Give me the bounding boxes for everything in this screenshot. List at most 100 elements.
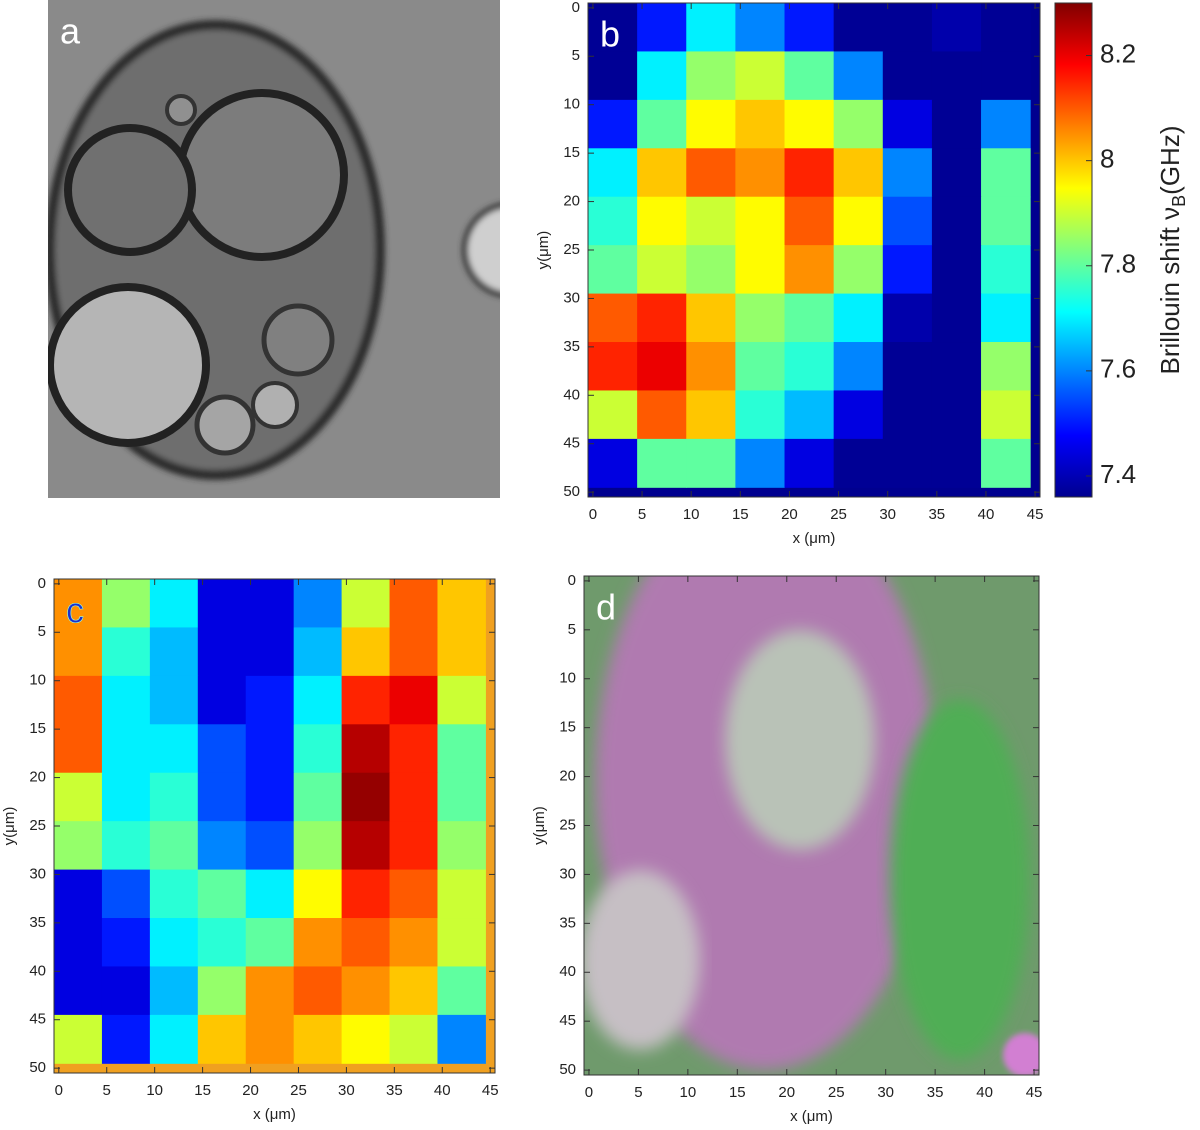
heatmap-cell [833, 148, 884, 198]
x-tick-label: 0 [55, 1082, 63, 1099]
heatmap-cell [588, 148, 638, 198]
heatmap-cell [588, 196, 638, 246]
heatmap-cell [588, 51, 638, 101]
heatmap-cell [197, 1014, 247, 1064]
heatmap-cell [54, 869, 103, 919]
y-tick-label: 35 [563, 338, 580, 355]
heatmap-cell [197, 869, 247, 919]
heatmap-cell [833, 99, 884, 149]
colorbar-tick-label: 8 [1100, 144, 1114, 174]
y-tick-label: 25 [563, 241, 580, 258]
colorbar [1054, 2, 1093, 498]
heatmap-cell [197, 966, 247, 1016]
heatmap-cell [931, 390, 982, 440]
colorbar-label-unit: (GHz) [1155, 126, 1185, 195]
heatmap-cell [588, 390, 638, 440]
y-tick-label: 10 [563, 96, 580, 113]
heatmap-cell [389, 675, 438, 725]
heatmap-cell [735, 196, 786, 246]
panel-label: c [66, 590, 84, 631]
heatmap-cell [245, 579, 295, 628]
heatmap-cell [931, 342, 982, 391]
heatmap-cell [197, 918, 247, 967]
heatmap-cell [833, 438, 884, 488]
x-tick-label: 35 [928, 506, 945, 523]
heatmap-cell [784, 3, 835, 52]
y-tick-label: 45 [563, 435, 580, 452]
heatmap-cell [101, 772, 151, 822]
heatmap-cell [54, 1014, 103, 1064]
heatmap-cell [389, 772, 438, 822]
heatmap-cell [389, 1014, 438, 1064]
heatmap-cell [588, 438, 638, 488]
x-tick-label: 30 [338, 1082, 355, 1099]
heatmap-cell [149, 1014, 199, 1064]
heatmap-cell [784, 342, 835, 391]
x-tick-label: 40 [978, 506, 995, 523]
y-tick-label: 30 [29, 865, 46, 882]
y-tick-label: 50 [29, 1059, 46, 1076]
heatmap-cell [54, 966, 103, 1016]
heatmap-cell [149, 724, 199, 774]
x-tick-label: 40 [434, 1082, 451, 1099]
y-tick-label: 50 [559, 1061, 576, 1078]
colorbar-label: Brillouin shift νB(GHz) [1155, 126, 1189, 375]
heatmap-cell [981, 99, 1031, 149]
heatmap-cell [245, 869, 295, 919]
heatmap-cell [437, 869, 486, 919]
y-tick-label: 50 [563, 483, 580, 500]
heatmap-cell [686, 51, 736, 101]
heatmap-cell [735, 148, 786, 198]
x-tick-label: 5 [103, 1082, 111, 1099]
heatmap-cell [882, 148, 933, 198]
heatmap-cell [437, 918, 486, 967]
y-tick-label: 45 [29, 1011, 46, 1028]
heatmap-cell [735, 99, 786, 149]
heatmap-cell [293, 966, 343, 1016]
heatmap-cell [588, 3, 638, 52]
heatmap-cell [245, 675, 295, 725]
x-tick-label: 45 [482, 1082, 499, 1099]
x-tick-label: 25 [830, 506, 847, 523]
y-tick-label: 20 [29, 769, 46, 786]
heatmap-cell [293, 821, 343, 871]
y-tick-label: 15 [563, 144, 580, 161]
y-tick-label: 40 [559, 963, 576, 980]
heatmap-cell [389, 579, 438, 628]
heatmap-cell [784, 245, 835, 295]
x-tick-label: 10 [680, 1084, 697, 1101]
heatmap-cell [882, 342, 933, 391]
heatmap-cell [293, 772, 343, 822]
heatmap-cell [341, 821, 391, 871]
heatmap-cell [833, 51, 884, 101]
heatmap-cell [735, 51, 786, 101]
heatmap-cell [784, 293, 835, 343]
heatmap-cell [686, 3, 736, 52]
heatmap-cell [588, 342, 638, 391]
heatmap-cell [637, 51, 687, 101]
heatmap-cell [686, 438, 736, 488]
heatmap-cell [54, 675, 103, 725]
y-tick-label: 0 [38, 575, 46, 592]
heatmap-cell [341, 1014, 391, 1064]
y-tick-label: 40 [29, 962, 46, 979]
y-tick-label: 0 [572, 0, 580, 16]
heatmap-cell [245, 1014, 295, 1064]
heatmap-cell [833, 245, 884, 295]
heatmap-cell [54, 918, 103, 967]
heatmap-cell [245, 821, 295, 871]
heatmap-cell [637, 390, 687, 440]
x-tick-label: 45 [1027, 506, 1044, 523]
heatmap-cell [981, 245, 1031, 295]
heatmap-cell [437, 675, 486, 725]
y-tick-label: 40 [563, 386, 580, 403]
y-tick-label: 5 [572, 47, 580, 64]
heatmap-cell [197, 627, 247, 677]
heatmap-cell [101, 627, 151, 677]
heatmap-cell [54, 821, 103, 871]
heatmap-cell [931, 3, 982, 52]
heatmap-cell [637, 148, 687, 198]
heatmap-cell [588, 293, 638, 343]
heatmap-cell [882, 245, 933, 295]
heatmap-cell [882, 99, 933, 149]
